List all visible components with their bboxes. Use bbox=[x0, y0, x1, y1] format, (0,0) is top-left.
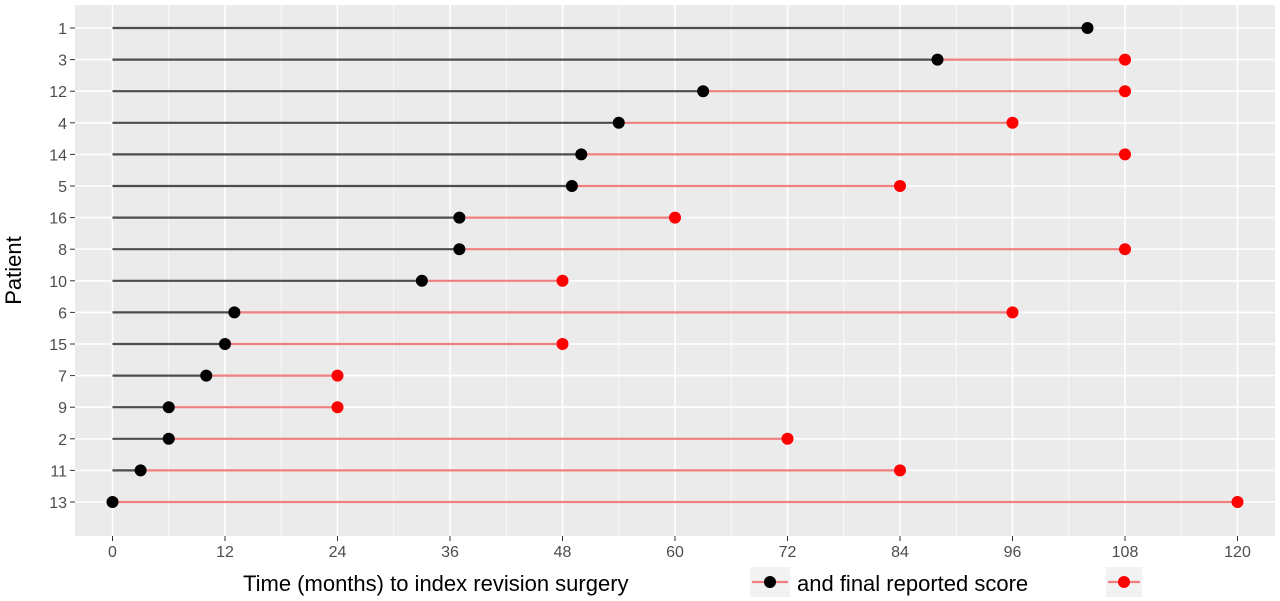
y-tick-label: 15 bbox=[49, 337, 67, 354]
y-tick-label: 3 bbox=[58, 53, 67, 70]
final-score-point bbox=[781, 432, 794, 445]
revision-point bbox=[565, 180, 578, 192]
revision-point bbox=[134, 464, 147, 477]
y-tick-label: 8 bbox=[58, 242, 67, 259]
x-tick-label: 0 bbox=[108, 544, 117, 561]
x-tick-label: 12 bbox=[216, 544, 234, 561]
revision-point bbox=[219, 338, 231, 350]
final-score-point bbox=[556, 338, 569, 350]
final-score-point bbox=[894, 180, 906, 192]
x-tick-label: 84 bbox=[891, 544, 909, 561]
revision-point bbox=[575, 148, 588, 161]
y-axis-title: Patient bbox=[1, 236, 26, 305]
x-tick-label: 72 bbox=[779, 544, 797, 561]
final-score-point bbox=[1119, 243, 1131, 256]
revision-point bbox=[612, 116, 625, 129]
legend-key-point bbox=[764, 576, 776, 588]
final-score-point bbox=[1006, 116, 1019, 129]
x-tick-label: 120 bbox=[1224, 544, 1251, 561]
final-score-point bbox=[894, 464, 906, 477]
revision-point bbox=[453, 243, 466, 256]
revision-point bbox=[106, 496, 119, 508]
final-score-point bbox=[331, 401, 344, 414]
y-tick-label: 6 bbox=[58, 305, 67, 322]
x-axis-title-part-2: and final reported score bbox=[797, 571, 1028, 596]
legend-key-point bbox=[1118, 576, 1130, 588]
revision-point bbox=[1081, 22, 1094, 34]
revision-point bbox=[162, 401, 175, 414]
x-tick-label: 96 bbox=[1004, 544, 1022, 561]
y-tick-label: 5 bbox=[58, 179, 67, 196]
revision-point bbox=[162, 432, 175, 445]
y-tick-label: 12 bbox=[49, 84, 67, 101]
x-axis-title-part-1: Time (months) to index revision surgery bbox=[243, 571, 629, 596]
final-score-point bbox=[1006, 306, 1019, 319]
y-tick-label: 14 bbox=[49, 147, 67, 164]
minor-grid bbox=[168, 5, 1182, 536]
final-score-point bbox=[1119, 148, 1131, 161]
x-tick-label: 24 bbox=[329, 544, 347, 561]
final-score-point bbox=[331, 369, 344, 382]
x-tick-label: 108 bbox=[1112, 544, 1139, 561]
x-tick-label: 48 bbox=[554, 544, 572, 561]
segments bbox=[112, 26, 1238, 504]
x-tick-label: 60 bbox=[666, 544, 684, 561]
x-tick-label: 36 bbox=[441, 544, 459, 561]
revision-point bbox=[228, 306, 241, 319]
points bbox=[106, 22, 1244, 508]
final-score-point bbox=[556, 274, 569, 287]
legend-key-revision bbox=[750, 567, 790, 597]
y-tick-label: 2 bbox=[58, 432, 67, 449]
revision-point bbox=[931, 53, 944, 66]
x-axis: 0 12 24 36 48 60 72 84 96 108 120 bbox=[108, 536, 1251, 561]
y-tick-label: 9 bbox=[58, 400, 67, 417]
revision-point bbox=[697, 85, 710, 98]
legend-key-final bbox=[1106, 567, 1142, 597]
y-tick-label: 13 bbox=[49, 495, 67, 512]
y-tick-label: 4 bbox=[58, 116, 67, 133]
revision-point bbox=[453, 211, 466, 224]
y-tick-label: 11 bbox=[50, 463, 67, 480]
final-score-point bbox=[1231, 496, 1244, 508]
final-score-point bbox=[669, 211, 681, 224]
y-tick-label: 10 bbox=[49, 274, 67, 291]
final-score-point bbox=[1119, 85, 1131, 98]
y-tick-label: 1 bbox=[58, 21, 67, 38]
revision-point bbox=[415, 274, 428, 287]
y-tick-label: 16 bbox=[49, 211, 67, 228]
final-score-point bbox=[1119, 53, 1131, 66]
y-tick-label: 7 bbox=[58, 369, 67, 386]
revision-point bbox=[200, 369, 213, 382]
